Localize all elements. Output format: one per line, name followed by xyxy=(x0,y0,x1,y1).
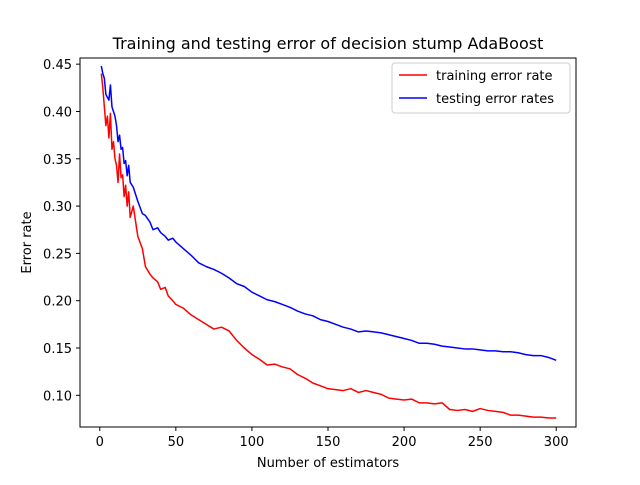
y-tick-label: 0.25 xyxy=(43,247,72,262)
x-tick-label: 0 xyxy=(96,435,104,450)
y-tick-label: 0.30 xyxy=(43,200,72,215)
legend-label-testing: testing error rates xyxy=(436,92,554,107)
y-axis: 0.10 0.15 0.20 0.25 0.30 0.35 0.40 0.45 xyxy=(43,58,80,404)
y-tick-label: 0.35 xyxy=(43,153,72,168)
y-tick-label: 0.20 xyxy=(43,295,72,310)
y-tick-label: 0.15 xyxy=(43,342,72,357)
series-line-training xyxy=(100,73,557,419)
x-tick-label: 100 xyxy=(240,435,265,450)
y-tick-label: 0.40 xyxy=(43,105,72,120)
legend-box xyxy=(391,62,571,114)
y-tick-label: 0.45 xyxy=(43,58,72,73)
x-tick-label: 50 xyxy=(168,435,185,450)
y-tick-label: 0.10 xyxy=(43,389,72,404)
plot-area xyxy=(100,65,557,419)
x-axis-label: Number of estimators xyxy=(257,456,400,471)
x-tick-label: 300 xyxy=(544,435,569,450)
x-tick-label: 150 xyxy=(316,435,341,450)
series-line-testing xyxy=(100,65,557,362)
x-axis: 0 50 100 150 200 250 300 xyxy=(96,427,569,450)
x-tick-label: 250 xyxy=(468,435,493,450)
y-axis-label: Error rate xyxy=(20,211,35,273)
x-tick-label: 200 xyxy=(392,435,417,450)
chart-title: Training and testing error of decision s… xyxy=(112,34,544,53)
legend-label-training: training error rate xyxy=(436,69,553,84)
legend: training error rate testing error rates xyxy=(391,62,571,114)
